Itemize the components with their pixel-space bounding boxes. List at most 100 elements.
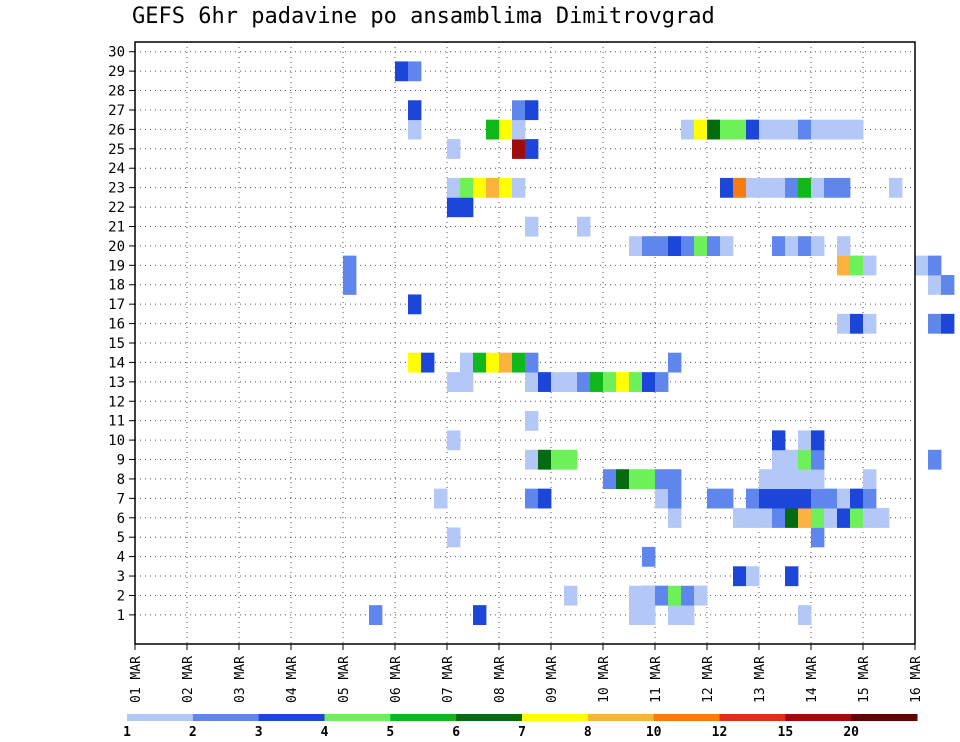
heatmap-cell bbox=[447, 139, 461, 159]
x-tick-label: 14 MAR bbox=[805, 656, 820, 703]
heatmap-cells bbox=[343, 61, 955, 625]
heatmap-cell bbox=[928, 275, 942, 295]
heatmap-cell bbox=[746, 508, 760, 528]
heatmap-cell bbox=[798, 488, 812, 509]
heatmap-cell bbox=[343, 255, 357, 276]
x-axis: 01 MAR 02 MAR 03 MAR 04 MAR 05 MAR 06 MAR 07 M… bbox=[129, 644, 924, 703]
colorbar-label: 2 bbox=[189, 725, 197, 740]
heatmap-cell bbox=[668, 605, 682, 625]
heatmap-cell bbox=[460, 197, 474, 218]
colorbar-label: 3 bbox=[255, 725, 263, 740]
colorbar-label: 12 bbox=[712, 725, 728, 740]
heatmap-cell bbox=[512, 100, 526, 121]
heatmap-cell bbox=[629, 372, 643, 392]
heatmap-cell bbox=[746, 566, 760, 587]
heatmap-cell bbox=[473, 605, 487, 625]
heatmap-cell bbox=[772, 508, 786, 528]
heatmap-cell bbox=[785, 119, 799, 140]
x-tick-label: 06 MAR bbox=[389, 656, 404, 703]
y-tick-label: 12 bbox=[108, 394, 125, 410]
y-tick-label: 4 bbox=[117, 550, 125, 566]
colorbar-swatch bbox=[192, 714, 260, 721]
heatmap-cell bbox=[772, 177, 786, 198]
heatmap-cell bbox=[941, 275, 955, 295]
heatmap-cell bbox=[837, 508, 851, 528]
y-tick-label: 26 bbox=[108, 122, 125, 138]
heatmap-cell bbox=[785, 236, 799, 257]
heatmap-cell bbox=[447, 430, 461, 451]
heatmap-cell bbox=[408, 294, 422, 315]
x-tick-label: 10 MAR bbox=[597, 656, 612, 703]
heatmap-cell bbox=[512, 177, 526, 198]
heatmap-cell bbox=[525, 488, 539, 509]
heatmap-cell bbox=[746, 119, 760, 140]
y-tick-label: 29 bbox=[108, 64, 125, 80]
colorbar-label: 6 bbox=[452, 725, 460, 740]
heatmap-cell bbox=[837, 255, 851, 276]
y-tick-label: 23 bbox=[108, 181, 125, 197]
y-tick-label: 11 bbox=[108, 414, 125, 430]
heatmap-cell bbox=[824, 488, 838, 509]
heatmap-cell bbox=[525, 139, 539, 159]
heatmap-cell bbox=[499, 119, 513, 140]
heatmap-cell bbox=[642, 236, 656, 257]
heatmap-cell bbox=[655, 372, 669, 392]
heatmap-cell bbox=[616, 372, 630, 392]
heatmap-cell bbox=[811, 119, 825, 140]
y-tick-label: 7 bbox=[117, 491, 125, 507]
y-tick-label: 25 bbox=[108, 142, 125, 158]
heatmap-cell bbox=[681, 119, 695, 140]
x-tick-label: 04 MAR bbox=[285, 656, 300, 703]
x-tick-label: 12 MAR bbox=[701, 656, 716, 703]
heatmap-cell bbox=[629, 236, 643, 257]
heatmap-cell bbox=[538, 449, 552, 470]
heatmap-cell bbox=[720, 236, 734, 257]
heatmap-cell bbox=[616, 469, 630, 490]
heatmap-cell bbox=[785, 449, 799, 470]
x-tick-label: 03 MAR bbox=[233, 656, 248, 703]
colorbar-swatch bbox=[851, 714, 918, 721]
heatmap-cell bbox=[772, 236, 786, 257]
heatmap-cell bbox=[850, 488, 864, 509]
heatmap-cell bbox=[850, 313, 864, 334]
x-tick-label: 01 MAR bbox=[129, 656, 144, 703]
y-tick-label: 10 bbox=[108, 433, 125, 449]
heatmap-cell bbox=[408, 100, 422, 121]
heatmap-cell bbox=[837, 488, 851, 509]
heatmap-cell bbox=[928, 255, 942, 276]
heatmap-cell bbox=[668, 508, 682, 528]
heatmap-cell bbox=[759, 177, 773, 198]
heatmap-cell bbox=[772, 469, 786, 490]
heatmap-cell bbox=[525, 410, 539, 431]
heatmap-cell bbox=[746, 177, 760, 198]
heatmap-cell bbox=[447, 197, 461, 218]
x-tick-label: 07 MAR bbox=[441, 656, 456, 703]
heatmap-cell bbox=[863, 488, 877, 509]
heatmap-cell bbox=[655, 236, 669, 257]
heatmap-cell bbox=[408, 61, 422, 82]
colorbar-swatch bbox=[587, 714, 655, 721]
heatmap-cell bbox=[668, 488, 682, 509]
heatmap-cell bbox=[603, 372, 617, 392]
heatmap-cell bbox=[720, 177, 734, 198]
y-tick-label: 8 bbox=[117, 472, 125, 488]
heatmap-cell bbox=[733, 177, 747, 198]
heatmap-cell bbox=[785, 566, 799, 587]
heatmap-cell bbox=[538, 488, 552, 509]
heatmap-cell bbox=[486, 119, 500, 140]
y-tick-label: 17 bbox=[108, 297, 125, 313]
heatmap-cell bbox=[525, 449, 539, 470]
heatmap-cell bbox=[863, 313, 877, 334]
heatmap-cell bbox=[889, 177, 903, 198]
heatmap-cell bbox=[655, 488, 669, 509]
y-tick-label: 14 bbox=[108, 355, 125, 371]
heatmap-cell bbox=[863, 255, 877, 276]
x-tick-label: 05 MAR bbox=[337, 656, 352, 703]
heatmap-cell bbox=[681, 605, 695, 625]
heatmap-cell bbox=[668, 469, 682, 490]
heatmap-cell bbox=[668, 352, 682, 373]
colorbar-label: 1 bbox=[123, 725, 131, 740]
y-tick-label: 2 bbox=[117, 588, 125, 604]
heatmap-cell bbox=[811, 527, 825, 548]
